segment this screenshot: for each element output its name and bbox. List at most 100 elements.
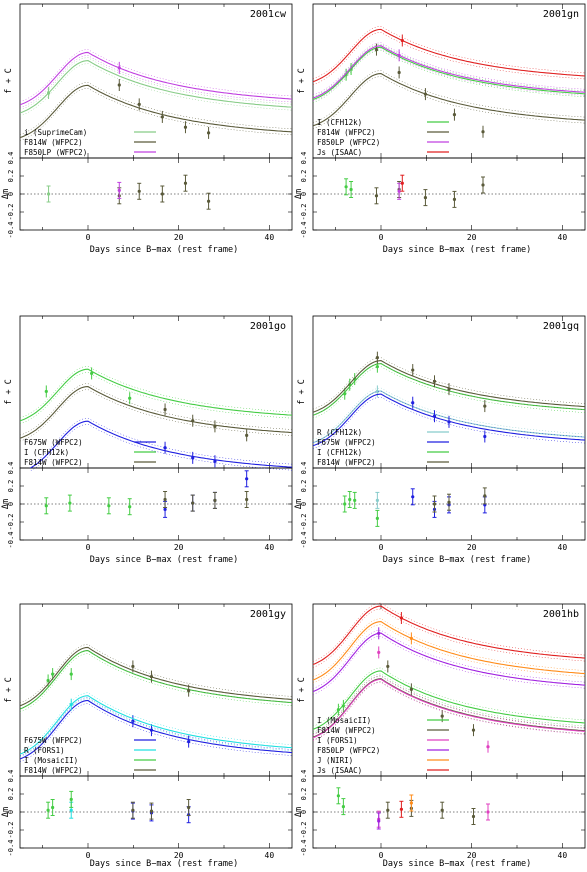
data-point xyxy=(374,48,379,52)
residual-point xyxy=(349,187,353,192)
y-tick-label: 0.4 xyxy=(300,462,308,475)
x-axis-label: Days since B−max (rest frame) xyxy=(383,859,531,869)
x-axis-label: Days since B−max (rest frame) xyxy=(90,245,238,255)
x-tick-label: 20 xyxy=(467,233,477,242)
y-axis-label-top: f + C xyxy=(4,379,14,405)
residual-point xyxy=(51,805,55,810)
legend-label: I (MosaicII) xyxy=(24,756,78,765)
residual-point xyxy=(440,808,444,812)
legend-label: i (SuprimeCam) xyxy=(24,128,87,137)
template-error-lower xyxy=(313,76,585,130)
residual-point xyxy=(452,197,457,201)
data-point xyxy=(397,70,401,75)
template-error-upper xyxy=(313,26,585,79)
residual-point xyxy=(375,498,379,502)
residual-point xyxy=(213,498,217,502)
template-curve-I (CFH12k) xyxy=(313,46,585,101)
data-point xyxy=(481,130,485,134)
panel-2001hb: 0 20 40 -0.4-0.2 0 0.2 0.4 Days since B−max (re… xyxy=(294,602,586,869)
data-point xyxy=(386,664,390,669)
x-tick-label: 40 xyxy=(265,233,275,242)
data-point xyxy=(213,424,217,428)
template-error-upper xyxy=(313,357,585,410)
y-tick-label: 0.4 xyxy=(7,152,15,165)
data-point xyxy=(375,356,379,360)
data-point xyxy=(411,401,415,405)
legend-label: F850LP (WFPC2) xyxy=(24,148,87,157)
legend-label: F814W (WFPC2) xyxy=(24,138,83,147)
y-tick-label: -0.4 xyxy=(300,222,308,239)
panel-title: 2001gq xyxy=(543,321,579,332)
data-point xyxy=(46,91,51,95)
legend-label: F675W (WFPC2) xyxy=(317,438,376,447)
data-point xyxy=(160,115,164,119)
data-point xyxy=(137,102,141,106)
x-tick-label: 40 xyxy=(558,233,568,242)
panel-title: 2001gy xyxy=(250,609,286,620)
template-curve-Js (ISAAC) xyxy=(313,605,585,666)
residual-point xyxy=(397,189,401,193)
data-point xyxy=(44,389,48,394)
template-curve-Js (ISAAC) xyxy=(313,28,585,83)
template-curve-F850LP (WFPC2) xyxy=(20,51,292,106)
y-tick-label: 0.2 xyxy=(300,480,308,493)
y-tick-label: -0.2 xyxy=(7,204,15,221)
legend-label: I (CFH12k) xyxy=(24,448,69,457)
residual-point xyxy=(69,808,73,812)
residual-point xyxy=(137,189,141,193)
data-point xyxy=(483,434,487,439)
y-tick-label: 0 xyxy=(300,502,308,506)
residual-point xyxy=(46,192,51,196)
legend-label: I (FORS1) xyxy=(317,736,358,745)
template-error-upper xyxy=(20,644,292,704)
data-point xyxy=(483,404,487,408)
residual-point xyxy=(245,477,249,481)
legend-label: Js (ISAAC) xyxy=(317,148,362,157)
residual-point xyxy=(187,805,191,810)
template-curve-I (CFH12k) xyxy=(20,368,292,422)
data-point xyxy=(341,704,345,708)
x-axis-label: Days since B−max (rest frame) xyxy=(90,859,238,869)
y-tick-label: 0 xyxy=(300,810,308,814)
template-error-lower xyxy=(20,653,292,713)
legend-label: F814W (WFPC2) xyxy=(317,458,376,467)
legend-label: F675W (WFPC2) xyxy=(24,736,83,745)
template-curve-I (MosaicII) xyxy=(20,650,292,710)
data-point xyxy=(149,728,154,732)
template-error-upper xyxy=(313,387,585,440)
template-error-upper xyxy=(20,82,292,135)
y-tick-label: -0.2 xyxy=(300,822,308,839)
x-tick-label: 0 xyxy=(379,851,384,860)
template-error-lower xyxy=(20,55,292,109)
legend-label: F850LP (WFPC2) xyxy=(317,746,380,755)
template-error-upper xyxy=(313,42,585,96)
residual-point xyxy=(344,185,348,189)
x-tick-label: 40 xyxy=(558,543,568,552)
y-tick-label: -0.2 xyxy=(300,514,308,531)
y-axis-label-top: f + C xyxy=(297,68,307,94)
template-curve-F814W (WFPC2) xyxy=(20,386,292,439)
template-error-lower xyxy=(20,698,292,758)
x-axis-label: Days since B−max (rest frame) xyxy=(383,245,531,255)
residual-point xyxy=(386,808,390,812)
legend-label: F814W (WFPC2) xyxy=(24,766,83,775)
y-tick-label: -0.4 xyxy=(7,532,15,549)
template-error-upper xyxy=(313,618,585,678)
residual-point xyxy=(131,808,135,812)
template-error-upper xyxy=(313,675,585,735)
data-point xyxy=(117,66,121,70)
residual-point xyxy=(399,807,403,811)
residual-point xyxy=(483,494,487,498)
template-error-lower xyxy=(20,389,292,442)
legend-label: F850LP (WFPC2) xyxy=(317,138,380,147)
data-point xyxy=(51,672,55,676)
x-tick-label: 40 xyxy=(265,851,275,860)
x-tick-label: 20 xyxy=(174,851,184,860)
residual-point xyxy=(447,500,451,504)
template-curve-F850LP (WFPC2) xyxy=(313,632,585,693)
y-axis-label-top: f + C xyxy=(297,677,307,703)
template-curve-F814W (WFPC2) xyxy=(20,84,292,139)
legend-label: R (CFH12k) xyxy=(317,428,362,437)
template-curve-F850LP (WFPC2) xyxy=(313,45,585,99)
template-error-upper xyxy=(20,697,292,757)
